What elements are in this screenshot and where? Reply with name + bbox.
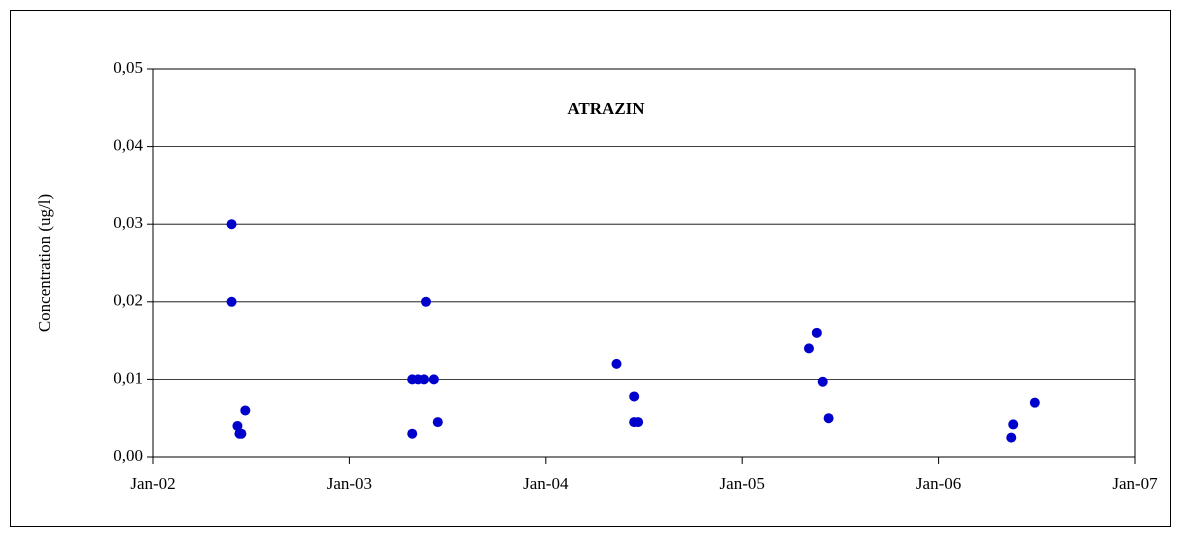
point xyxy=(633,417,644,428)
point xyxy=(823,413,834,424)
y-tick-label: 0,05 xyxy=(113,58,143,77)
x-tick-label: Jan-06 xyxy=(916,474,961,493)
point xyxy=(240,405,251,416)
y-tick-label: 0,03 xyxy=(113,213,143,232)
point xyxy=(629,391,640,402)
point xyxy=(811,327,822,338)
plot-area xyxy=(152,68,1136,458)
point xyxy=(419,374,430,385)
y-tick-label: 0,01 xyxy=(113,368,143,387)
point xyxy=(1006,432,1017,443)
point xyxy=(432,417,443,428)
point xyxy=(803,343,814,354)
y-tick-label: 0,04 xyxy=(113,136,143,155)
point xyxy=(1029,397,1040,408)
point xyxy=(226,219,237,230)
y-tick-label: 0,00 xyxy=(113,446,143,465)
point xyxy=(420,296,431,307)
point xyxy=(226,296,237,307)
chart-frame xyxy=(10,10,1171,527)
point xyxy=(817,376,828,387)
x-tick-label: Jan-03 xyxy=(327,474,372,493)
y-tick-label: 0,02 xyxy=(113,291,143,310)
x-tick-label: Jan-07 xyxy=(1112,474,1158,493)
chart-title: ATRAZIN xyxy=(567,99,645,118)
point xyxy=(236,428,247,439)
point xyxy=(232,420,243,431)
point xyxy=(407,428,418,439)
x-tick-label: Jan-02 xyxy=(130,474,175,493)
point xyxy=(428,374,439,385)
x-tick-label: Jan-05 xyxy=(720,474,765,493)
y-axis-label: Concentration (ug/l) xyxy=(35,194,54,332)
point xyxy=(611,358,622,369)
point xyxy=(1008,419,1019,430)
x-tick-label: Jan-04 xyxy=(523,474,569,493)
